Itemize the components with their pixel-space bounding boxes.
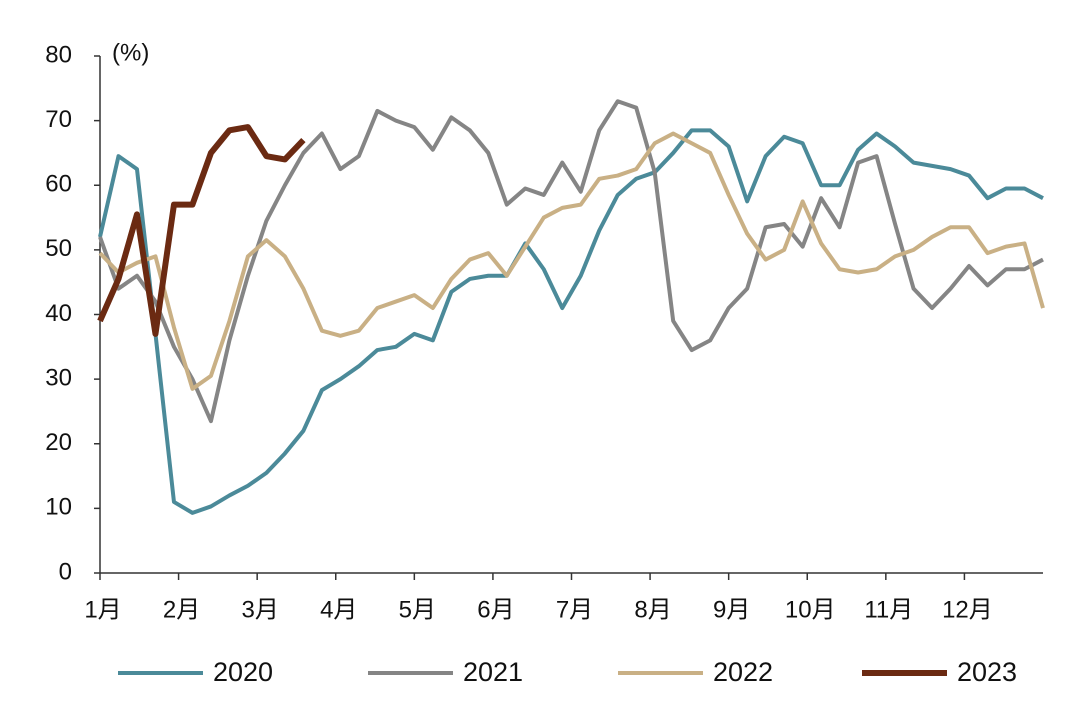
x-tick-label: 9月	[713, 596, 750, 623]
series-line	[98, 128, 1044, 515]
x-tick-label: 3月	[241, 596, 278, 623]
x-tick-label: 12月	[942, 596, 993, 623]
x-tick-label: 6月	[477, 596, 514, 623]
y-tick-label: 70	[45, 106, 72, 133]
y-tick-label: 40	[45, 300, 72, 327]
x-tick-label: 7月	[556, 596, 593, 623]
y-tick-label: 80	[45, 41, 72, 68]
x-tick-label: 4月	[320, 596, 357, 623]
series-line	[97, 124, 306, 337]
y-tick-label: 10	[45, 494, 72, 521]
y-tick-label: 0	[59, 558, 72, 585]
y-tick-label: 20	[45, 429, 72, 456]
legend-label: 2023	[957, 657, 1017, 687]
x-tick-label: 11月	[864, 596, 913, 623]
y-tick-label: 60	[45, 171, 72, 198]
series-line	[98, 131, 1045, 391]
series-line	[98, 99, 1044, 424]
y-tick-label: 50	[45, 235, 72, 262]
x-tick-label: 1月	[84, 596, 121, 623]
x-tick-label: 2月	[163, 596, 200, 623]
x-tick-label: 8月	[634, 596, 671, 623]
y-axis-label: (%)	[112, 39, 149, 66]
legend-label: 2020	[213, 657, 273, 687]
legend-label: 2021	[463, 657, 523, 687]
x-tick-label: 10月	[785, 596, 836, 623]
x-tick-label: 5月	[399, 596, 436, 623]
legend-label: 2022	[713, 657, 773, 687]
y-tick-label: 30	[45, 364, 72, 391]
